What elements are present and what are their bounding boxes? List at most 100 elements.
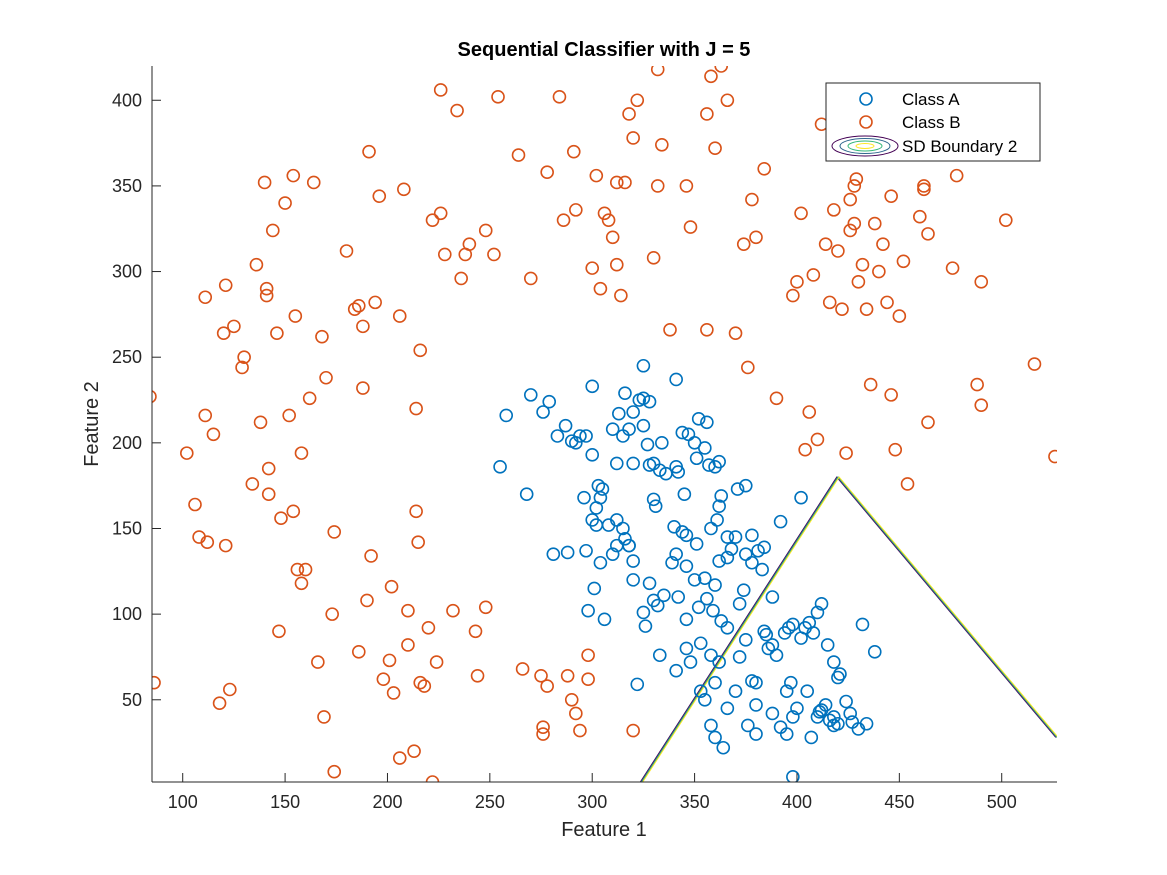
class-b-point (286, 168, 301, 183)
class-a-point (636, 358, 651, 373)
class-b-point (888, 442, 903, 457)
class-a-point (605, 422, 620, 436)
legend-class-b-label: Class B (902, 113, 961, 132)
class-b-point (745, 192, 759, 207)
class-a-point (605, 547, 620, 561)
class-b-point (227, 319, 241, 334)
class-a-point (630, 677, 645, 692)
class-b-point (200, 535, 215, 549)
class-b-point (523, 271, 538, 286)
legend-class-a-marker (859, 92, 873, 106)
sd-boundary-contour-line (639, 476, 1057, 782)
class-a-point (732, 597, 747, 611)
class-b-point (945, 261, 960, 275)
class-b-point (564, 692, 579, 707)
class-a-point (642, 576, 657, 591)
x-tick-label: 150 (270, 792, 300, 812)
class-b-point (757, 161, 772, 176)
class-b-point (900, 477, 915, 491)
class-a-point (765, 590, 780, 604)
class-a-point (704, 648, 718, 663)
class-b-point (235, 360, 249, 375)
class-a-point (700, 591, 714, 606)
class-a-point (681, 427, 696, 442)
class-a-point (648, 499, 663, 514)
class-a-point (749, 727, 763, 741)
class-a-point (794, 490, 808, 505)
class-a-point (786, 770, 800, 782)
class-a-point (679, 612, 694, 627)
class-b-point (609, 175, 624, 190)
class-a-point (708, 730, 722, 745)
class-a-point (642, 394, 657, 409)
class-b-point (569, 203, 583, 217)
class-b-point (311, 655, 325, 669)
class-a-point (855, 617, 870, 632)
class-b-point (626, 131, 640, 145)
class-b-point (362, 144, 376, 159)
class-b-point (536, 727, 550, 741)
class-b-point (306, 175, 321, 190)
class-b-point (206, 427, 221, 442)
class-a-point (650, 598, 665, 613)
class-a-point (827, 655, 841, 669)
class-b-point (552, 90, 567, 104)
class-b-point (413, 675, 428, 690)
class-a-point (867, 645, 882, 659)
class-b-point (622, 107, 636, 121)
class-a-point (759, 627, 774, 642)
class-b-point (454, 271, 468, 286)
x-ticks: 100 150 200 250 300 350 400 450 500 (168, 773, 1017, 812)
class-b-point (999, 213, 1013, 227)
class-b-point (462, 237, 477, 251)
class-b-point (302, 391, 317, 406)
x-tick-label: 250 (475, 792, 505, 812)
class-a-point (755, 562, 769, 577)
class-b-point (347, 302, 362, 317)
class-b-point (626, 723, 640, 738)
class-b-point (468, 624, 483, 639)
class-b-point (679, 179, 694, 193)
class-b-point (646, 251, 661, 265)
class-b-point (368, 295, 382, 310)
class-a-series (493, 358, 882, 782)
class-a-point (843, 706, 858, 721)
class-a-point (652, 648, 667, 663)
class-a-point (579, 429, 593, 443)
class-b-point (491, 90, 505, 104)
class-b-point (790, 275, 804, 289)
class-a-point (698, 571, 712, 585)
class-b-point (376, 672, 391, 687)
class-a-point (622, 538, 636, 553)
class-b-point (351, 299, 366, 313)
class-b-point (847, 216, 862, 231)
class-b-point (413, 343, 428, 358)
class-b-point (605, 230, 620, 245)
class-a-point (716, 740, 731, 755)
class-a-point (757, 540, 772, 555)
class-a-point (577, 490, 591, 505)
y-tick-label: 250 (112, 347, 142, 367)
class-a-point (687, 573, 702, 587)
class-b-point (589, 168, 604, 183)
y-axis-label: Feature 2 (81, 381, 103, 467)
class-b-point (855, 257, 870, 272)
class-a-point (720, 621, 735, 635)
class-a-point (671, 590, 686, 604)
class-b-point (704, 69, 718, 84)
class-b-point (872, 264, 886, 279)
class-a-point (814, 597, 829, 611)
class-b-point (581, 648, 595, 663)
class-b-point (859, 302, 874, 317)
class-a-point (693, 684, 708, 699)
class-a-point (738, 547, 753, 561)
class-b-point (839, 446, 853, 460)
class-b-point (261, 487, 276, 502)
class-a-point (616, 521, 630, 536)
class-b-point (478, 600, 493, 615)
class-a-point (765, 638, 780, 652)
class-a-point (779, 727, 794, 741)
class-a-point (698, 692, 712, 707)
y-tick-label: 150 (112, 518, 142, 538)
class-a-point (581, 603, 595, 618)
